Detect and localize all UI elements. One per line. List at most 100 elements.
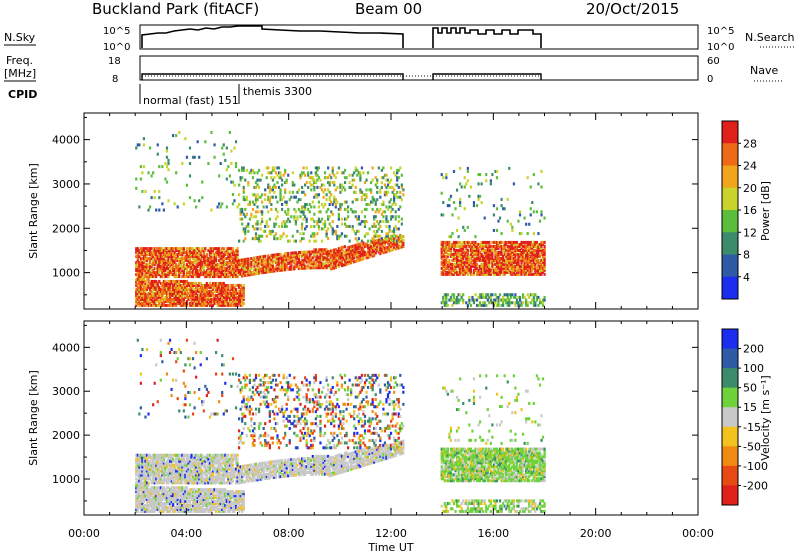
echo-cell xyxy=(234,291,238,295)
echo-cell xyxy=(216,273,219,277)
echo-cell xyxy=(141,492,144,496)
echo-cell xyxy=(181,301,184,305)
echo-cell xyxy=(339,258,342,262)
echo-cell xyxy=(451,232,454,236)
echo-cell xyxy=(175,134,178,138)
echo-cell xyxy=(472,244,476,248)
echo-cell xyxy=(225,257,228,261)
echo-cell xyxy=(376,181,379,185)
echo-cell xyxy=(161,488,164,492)
echo-cell xyxy=(158,453,161,457)
echo-cell xyxy=(334,266,337,270)
echo-cell xyxy=(472,298,476,302)
echo-cell xyxy=(162,455,165,459)
echo-cell xyxy=(251,168,255,172)
echo-cell xyxy=(188,269,192,273)
echo-cell xyxy=(273,253,276,257)
echo-cell xyxy=(340,188,344,192)
echo-cell xyxy=(543,298,546,302)
echo-cell xyxy=(400,235,403,239)
echo-cell xyxy=(532,260,535,264)
echo-cell xyxy=(300,171,304,175)
echo-cell xyxy=(356,249,359,253)
echo-cell xyxy=(271,168,274,172)
echo-cell xyxy=(147,475,150,479)
echo-cell xyxy=(221,283,224,287)
echo-cell xyxy=(224,251,227,255)
echo-cell xyxy=(325,266,328,270)
echo-cell xyxy=(145,509,149,513)
echo-cell xyxy=(179,291,182,295)
echo-cell xyxy=(224,275,227,279)
echo-cell xyxy=(449,298,453,302)
echo-cell xyxy=(532,295,535,299)
echo-cell xyxy=(208,293,212,297)
echo-cell xyxy=(388,229,391,233)
echo-cell xyxy=(325,232,328,236)
echo-cell xyxy=(300,190,304,194)
echo-cell xyxy=(385,193,388,197)
echo-cell xyxy=(457,272,460,276)
echo-cell xyxy=(161,461,164,465)
echo-cell xyxy=(152,457,155,461)
echo-cell xyxy=(489,293,492,297)
echo-cell xyxy=(477,252,480,256)
echo-cell xyxy=(518,266,522,270)
echo-cell xyxy=(541,242,545,246)
echo-cell xyxy=(399,190,402,194)
echo-cell xyxy=(307,185,310,189)
echo-cell xyxy=(139,277,142,281)
echo-cell xyxy=(230,261,233,265)
echo-cell xyxy=(304,173,307,177)
echo-cell xyxy=(350,207,353,211)
echo-cell xyxy=(150,253,153,257)
echo-cell xyxy=(231,267,235,271)
echo-cell xyxy=(162,481,165,485)
echo-cell xyxy=(311,200,314,204)
echo-cell xyxy=(521,248,525,252)
echo-cell xyxy=(222,275,225,279)
echo-cell xyxy=(379,238,382,242)
echo-cell xyxy=(211,297,215,301)
echo-cell xyxy=(139,177,142,181)
echo-cell xyxy=(512,240,515,244)
echo-cell xyxy=(205,291,208,295)
echo-cell xyxy=(139,471,142,475)
echo-cell xyxy=(222,152,225,156)
echo-cell xyxy=(343,263,347,267)
freq-label-2: [MHz] xyxy=(4,67,36,80)
echo-cell xyxy=(156,281,159,285)
echo-cell xyxy=(244,269,247,273)
echo-cell xyxy=(216,265,219,269)
echo-cell xyxy=(150,263,153,267)
echo-cell xyxy=(459,298,462,302)
echo-cell xyxy=(136,481,139,485)
echo-cell xyxy=(158,455,161,459)
echo-cell xyxy=(297,261,301,265)
echo-cell xyxy=(466,258,469,262)
echo-cell xyxy=(153,463,156,467)
echo-cell xyxy=(528,258,531,262)
echo-cell xyxy=(195,269,198,273)
echo-cell xyxy=(148,490,152,494)
echo-cell xyxy=(268,270,271,274)
echo-cell xyxy=(497,219,500,223)
echo-cell xyxy=(271,253,274,257)
echo-cell xyxy=(152,261,155,265)
echo-cell xyxy=(165,293,169,297)
echo-cell xyxy=(271,178,274,182)
echo-cell xyxy=(472,204,476,208)
echo-cell xyxy=(383,193,387,197)
echo-cell xyxy=(262,261,265,265)
echo-cell xyxy=(448,248,451,252)
echo-cell xyxy=(333,173,336,177)
echo-cell xyxy=(448,204,451,208)
echo-cell xyxy=(505,301,508,305)
echo-cell xyxy=(244,273,247,277)
echo-cell xyxy=(136,287,139,291)
echo-cell xyxy=(495,240,499,244)
echo-cell xyxy=(242,260,245,264)
echo-cell xyxy=(191,295,195,299)
echo-cell xyxy=(359,173,362,177)
echo-cell xyxy=(273,234,276,238)
